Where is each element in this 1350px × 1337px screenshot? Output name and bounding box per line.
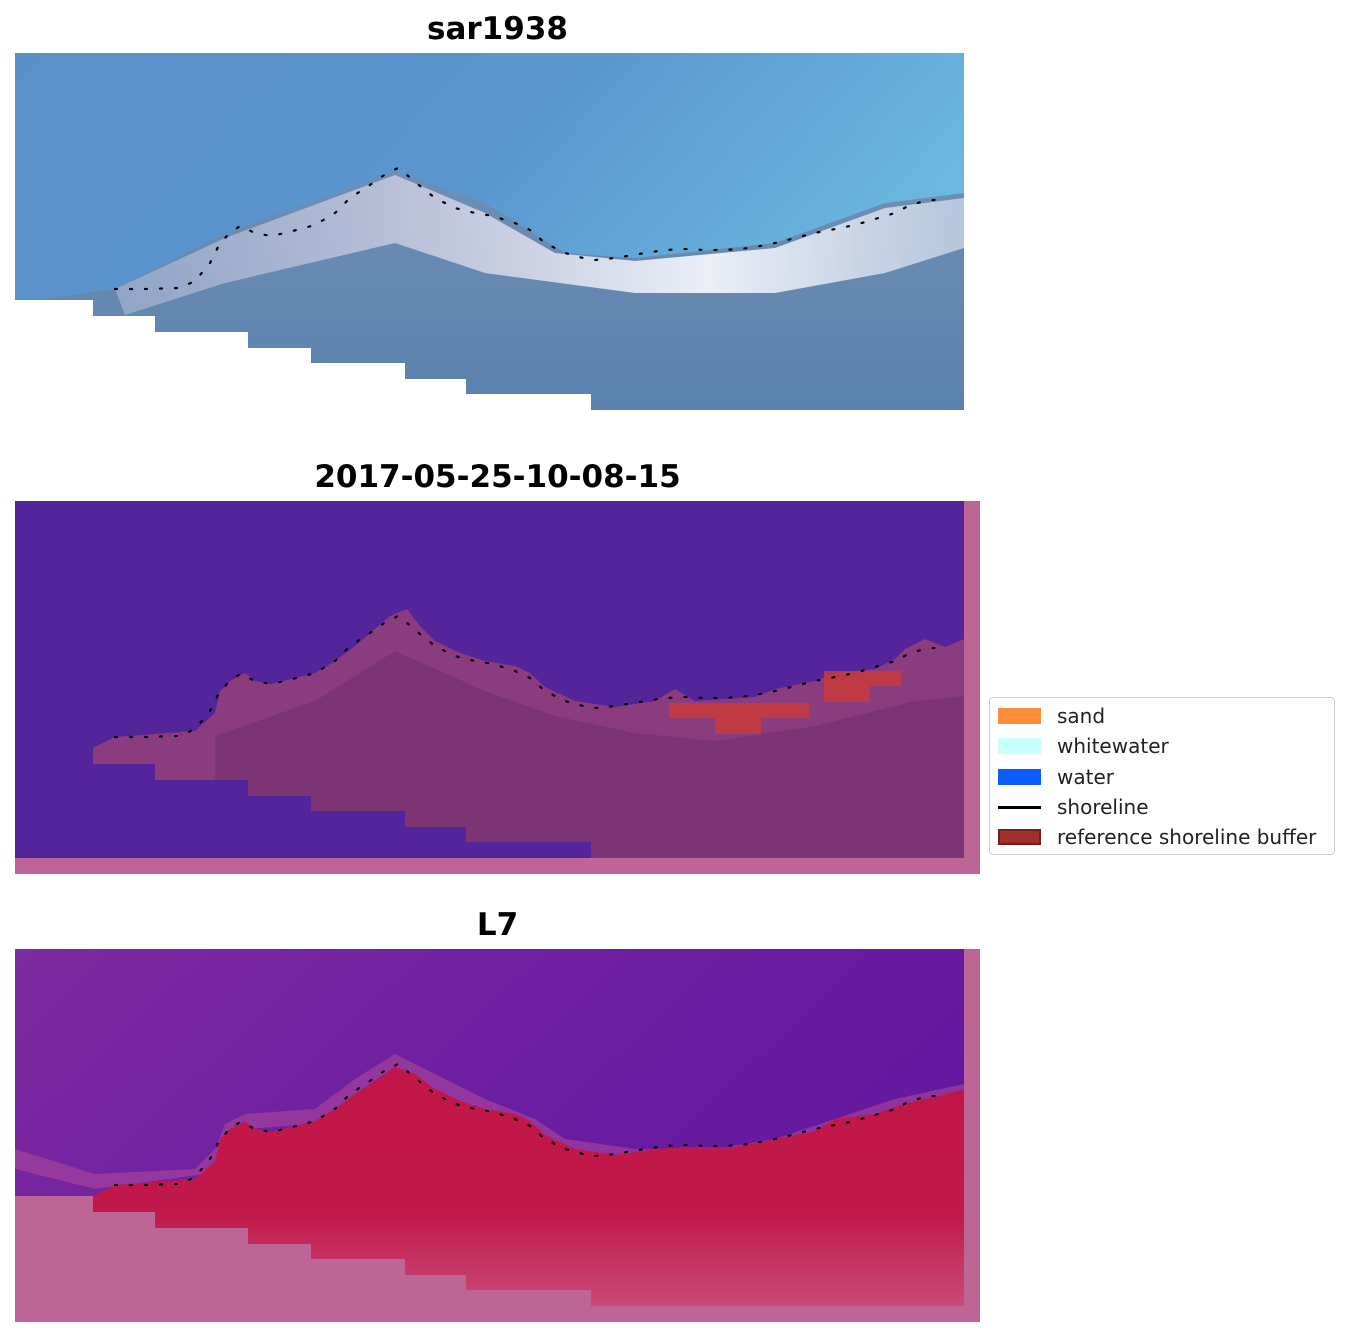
water-swatch [998, 769, 1041, 785]
legend-item-whitewater: whitewater [998, 734, 1328, 758]
legend-label: water [1057, 765, 1114, 789]
rgb-image [15, 53, 964, 410]
shoreline [113, 614, 945, 739]
shoreline-line-swatch [998, 806, 1041, 809]
whitewater-swatch [998, 738, 1041, 754]
buffer-swatch [998, 829, 1041, 845]
index-image [15, 949, 980, 1322]
panel-title-3: L7 [476, 907, 519, 943]
reference-shoreline-buffer [669, 671, 901, 734]
shoreline [113, 166, 945, 291]
legend-item-water: water [998, 765, 1328, 789]
legend: sand whitewater water shoreline referenc… [989, 697, 1335, 855]
legend-label: sand [1057, 704, 1106, 728]
sand-swatch [998, 708, 1041, 724]
shoreline [113, 1062, 945, 1187]
legend-label: whitewater [1057, 734, 1169, 758]
legend-label: shoreline [1057, 795, 1149, 819]
panel-title-1: sar1938 [427, 11, 568, 47]
panel-title-2: 2017-05-25-10-08-15 [314, 459, 681, 495]
legend-label: reference shoreline buffer [1057, 825, 1317, 849]
classified-image [15, 501, 980, 874]
legend-item-shoreline: shoreline [998, 795, 1328, 819]
legend-item-reference-shoreline-buffer: reference shoreline buffer [998, 825, 1328, 849]
legend-item-sand: sand [998, 704, 1328, 728]
